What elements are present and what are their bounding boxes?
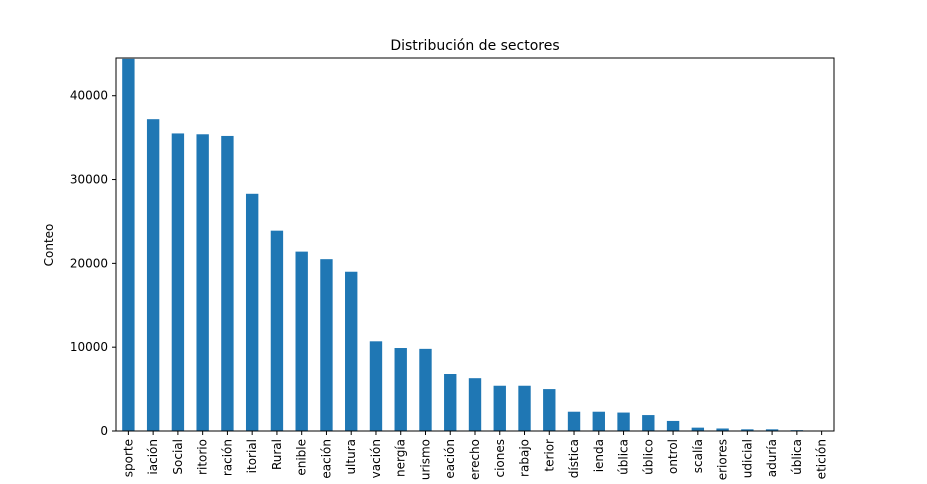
- x-tick-label: ontrol: [666, 439, 680, 474]
- y-tick-label: 20000: [70, 256, 108, 270]
- x-tick-label: dística: [567, 439, 581, 478]
- x-tick-label: ultura: [344, 439, 358, 475]
- x-tick-label: ienda: [592, 439, 606, 472]
- bar: [419, 348, 432, 431]
- x-tick-label: ública: [617, 439, 631, 475]
- x-tick-label: eación: [443, 439, 457, 479]
- x-tick-label: eación: [319, 439, 333, 479]
- bars: [122, 58, 828, 432]
- bar: [493, 385, 506, 431]
- x-tick-label: urismo: [418, 439, 432, 480]
- bar: [345, 271, 358, 431]
- bar: [122, 58, 135, 432]
- x-tick-label: enible: [295, 439, 309, 476]
- bar: [146, 119, 160, 431]
- bar: [567, 411, 581, 431]
- x-tick-label: úblico: [641, 439, 655, 475]
- bar: [295, 251, 308, 431]
- y-tick-label: 0: [100, 424, 108, 438]
- x-tick-label: sporte: [121, 439, 135, 477]
- bar: [543, 389, 556, 431]
- y-axis: 0 10000 20000 30000 40000: [70, 89, 116, 438]
- x-tick-label: iación: [146, 439, 160, 475]
- bar: [171, 133, 185, 431]
- bar: [592, 411, 605, 431]
- chart-title: Distribución de sectores: [390, 38, 559, 54]
- x-tick-label: erecho: [468, 439, 482, 480]
- bar: [270, 230, 284, 431]
- x-tick-label: eriores: [716, 439, 730, 480]
- x-tick-label: Social: [171, 439, 185, 475]
- x-tick-label: terior: [542, 439, 556, 472]
- x-tick-label: vación: [369, 439, 383, 478]
- y-axis-label: Conteo: [42, 224, 56, 267]
- x-tick-label: Rural: [270, 439, 284, 470]
- y-tick-label: 30000: [70, 173, 108, 187]
- bar: [642, 415, 655, 431]
- x-tick-label: aduría: [765, 439, 779, 477]
- bar: [691, 427, 705, 431]
- x-tick-label: ración: [220, 439, 234, 476]
- x-tick-label: ública: [790, 439, 804, 475]
- x-axis: sporte iación Social ritorio ración itorial Ru…: [121, 431, 829, 480]
- bar: [394, 348, 407, 431]
- x-tick-label: ciones: [493, 439, 507, 478]
- bar: [741, 429, 754, 431]
- bar: [245, 193, 259, 431]
- y-tick-label: 10000: [70, 340, 108, 354]
- bar: [716, 428, 729, 431]
- bar: [765, 429, 779, 431]
- bar: [196, 134, 209, 431]
- bar: [369, 341, 383, 431]
- x-tick-label: nergía: [394, 439, 408, 477]
- x-tick-label: ritorio: [196, 439, 210, 475]
- x-tick-label: etición: [815, 439, 829, 479]
- x-tick-label: scalía: [691, 439, 705, 473]
- bar: [221, 135, 234, 431]
- x-tick-label: rabajo: [518, 439, 532, 477]
- bar: [444, 374, 457, 431]
- x-tick-label: itorial: [245, 439, 259, 473]
- x-tick-label: udicial: [740, 439, 754, 478]
- bar: [320, 259, 333, 431]
- bar: [617, 412, 630, 431]
- bar: [518, 385, 531, 431]
- y-tick-label: 40000: [70, 89, 108, 103]
- bar: [468, 378, 482, 431]
- bar: [666, 420, 680, 431]
